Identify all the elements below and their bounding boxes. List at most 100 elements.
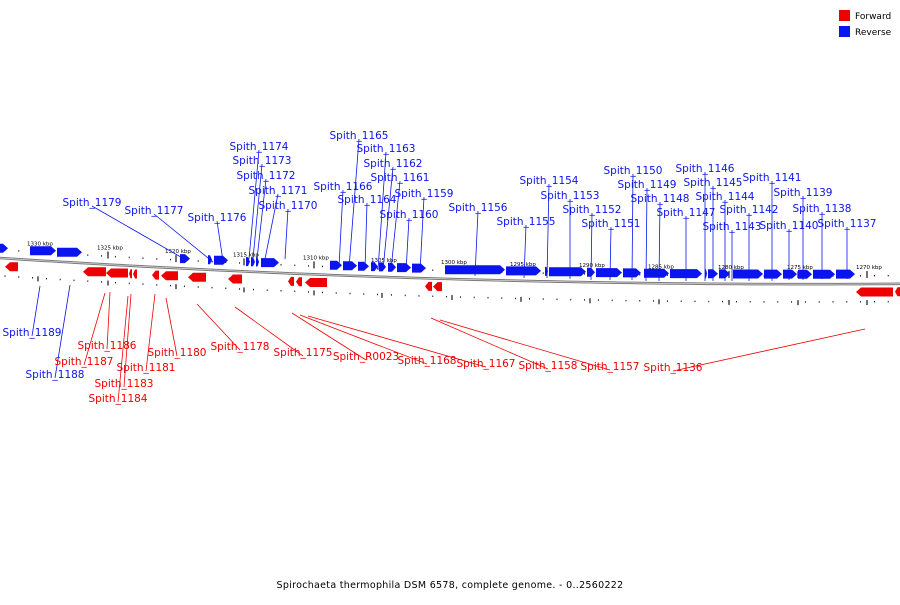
gene-arrows <box>0 243 900 297</box>
leader-line <box>307 315 487 368</box>
tick-label: 1310 kbp <box>303 255 329 261</box>
gene-label: Spith_1171 <box>249 185 308 197</box>
reverse-gene-arrow <box>214 255 228 265</box>
gene-label: Spith_1162 <box>364 158 423 170</box>
legend-reverse-label: Reverse <box>855 28 892 38</box>
gene-label: Spith_1144 <box>696 191 755 203</box>
reverse-gene-arrow <box>836 269 855 279</box>
gene-label: Spith_1175 <box>274 347 333 359</box>
gene-label: Spith_1136 <box>644 362 703 374</box>
gene-label: Spith_1172 <box>237 170 296 182</box>
gene-label: Spith_1142 <box>720 204 779 216</box>
forward-gene-arrow <box>895 287 900 297</box>
label-leader-lines <box>31 138 866 403</box>
forward-gene-arrow <box>133 269 137 279</box>
gene-label: Spith_1137 <box>818 218 877 230</box>
reverse-gene-arrow <box>644 268 669 278</box>
reverse-gene-arrow <box>549 267 586 277</box>
gene-label: Spith_1141 <box>743 172 802 184</box>
gene-label: Spith_1154 <box>520 175 579 187</box>
gene-label: Spith_1177 <box>125 205 184 217</box>
legend-reverse-swatch <box>839 26 850 37</box>
leader-line <box>91 205 187 261</box>
tick-label: 1330 kbp <box>27 241 53 247</box>
leader-line <box>145 293 156 372</box>
forward-gene-arrow <box>288 276 294 286</box>
tick-label: 1315 kbp <box>233 252 259 258</box>
leader-line <box>196 303 241 351</box>
leader-line <box>382 166 394 271</box>
forward-gene-arrow <box>152 270 159 280</box>
reverse-gene-arrow <box>256 257 259 267</box>
reverse-gene-arrow <box>813 269 835 279</box>
reverse-gene-arrow <box>343 261 357 271</box>
reverse-gene-arrow <box>506 266 541 276</box>
forward-gene-arrow <box>161 271 178 281</box>
reverse-gene-arrow <box>412 263 426 273</box>
leader-line <box>523 224 527 279</box>
forward-gene-arrow <box>106 268 128 278</box>
gene-label: Spith_1189 <box>3 327 62 339</box>
gene-label: Spith_1186 <box>78 340 137 352</box>
reverse-gene-arrow <box>783 269 797 279</box>
gene-label: Spith_1146 <box>676 163 735 175</box>
leader-line <box>123 293 132 388</box>
tick-label: 1325 kbp <box>97 246 123 252</box>
reverse-gene-arrow <box>330 260 342 270</box>
reverse-gene-arrow <box>251 257 255 267</box>
leader-line <box>348 138 360 269</box>
leader-line <box>439 319 611 371</box>
leader-line <box>645 187 648 282</box>
leader-line <box>405 217 410 273</box>
reverse-gene-arrow <box>388 262 396 272</box>
gene-label: Spith_1145 <box>684 177 743 189</box>
gene-label: Spith_1167 <box>457 358 516 370</box>
gene-label: Spith_1148 <box>631 193 690 205</box>
gene-label: Spith_1174 <box>230 141 289 153</box>
tick-label: 1280 kbp <box>718 265 744 271</box>
gene-label: Spith_1143 <box>703 221 762 233</box>
leader-line <box>299 314 428 365</box>
gene-label: Spith_1183 <box>95 378 154 390</box>
leader-line <box>234 306 304 357</box>
gene-label: Spith_1156 <box>449 202 508 214</box>
gene-label: Spith_1188 <box>26 369 85 381</box>
leader-line <box>672 328 866 372</box>
leader-line <box>631 173 634 281</box>
leader-line <box>364 202 368 270</box>
leader-line <box>31 285 41 337</box>
tick-label: 1275 kbp <box>787 265 813 271</box>
reverse-gene-arrow <box>30 246 56 256</box>
legend-forward-label: Forward <box>855 12 891 22</box>
gene-label: Spith_R0023 <box>333 351 399 363</box>
forward-gene-arrow <box>856 287 893 297</box>
forward-gene-arrow <box>425 281 432 291</box>
reverse-gene-arrow <box>798 269 812 279</box>
tick-label: 1290 kbp <box>579 263 605 269</box>
gene-label: Spith_1181 <box>117 362 176 374</box>
leader-line <box>106 291 111 350</box>
forward-gene-arrow <box>188 272 206 282</box>
leader-line <box>216 220 224 262</box>
gene-label: Spith_1138 <box>793 203 852 215</box>
leader-line <box>658 201 661 282</box>
reverse-gene-arrow <box>733 269 763 279</box>
gene-label: Spith_1160 <box>380 209 439 221</box>
reverse-gene-arrow <box>180 254 190 264</box>
leader-line <box>117 295 129 403</box>
gene-label: Spith_1159 <box>395 188 454 200</box>
leader-line <box>546 183 550 279</box>
leader-line <box>390 180 401 271</box>
leader-line <box>609 226 612 281</box>
reverse-gene-arrow <box>379 262 386 272</box>
forward-gene-arrow <box>5 262 18 272</box>
gene-label: Spith_1151 <box>582 218 641 230</box>
genome-caption: Spirochaeta thermophila DSM 6578, comple… <box>276 580 623 591</box>
tick-label: 1320 kbp <box>165 249 191 255</box>
gene-label: Spith_1157 <box>581 361 640 373</box>
forward-gene-arrow <box>433 282 442 292</box>
leader-line <box>252 163 263 260</box>
gene-label: Spith_1179 <box>63 197 122 209</box>
leader-line <box>54 284 71 379</box>
